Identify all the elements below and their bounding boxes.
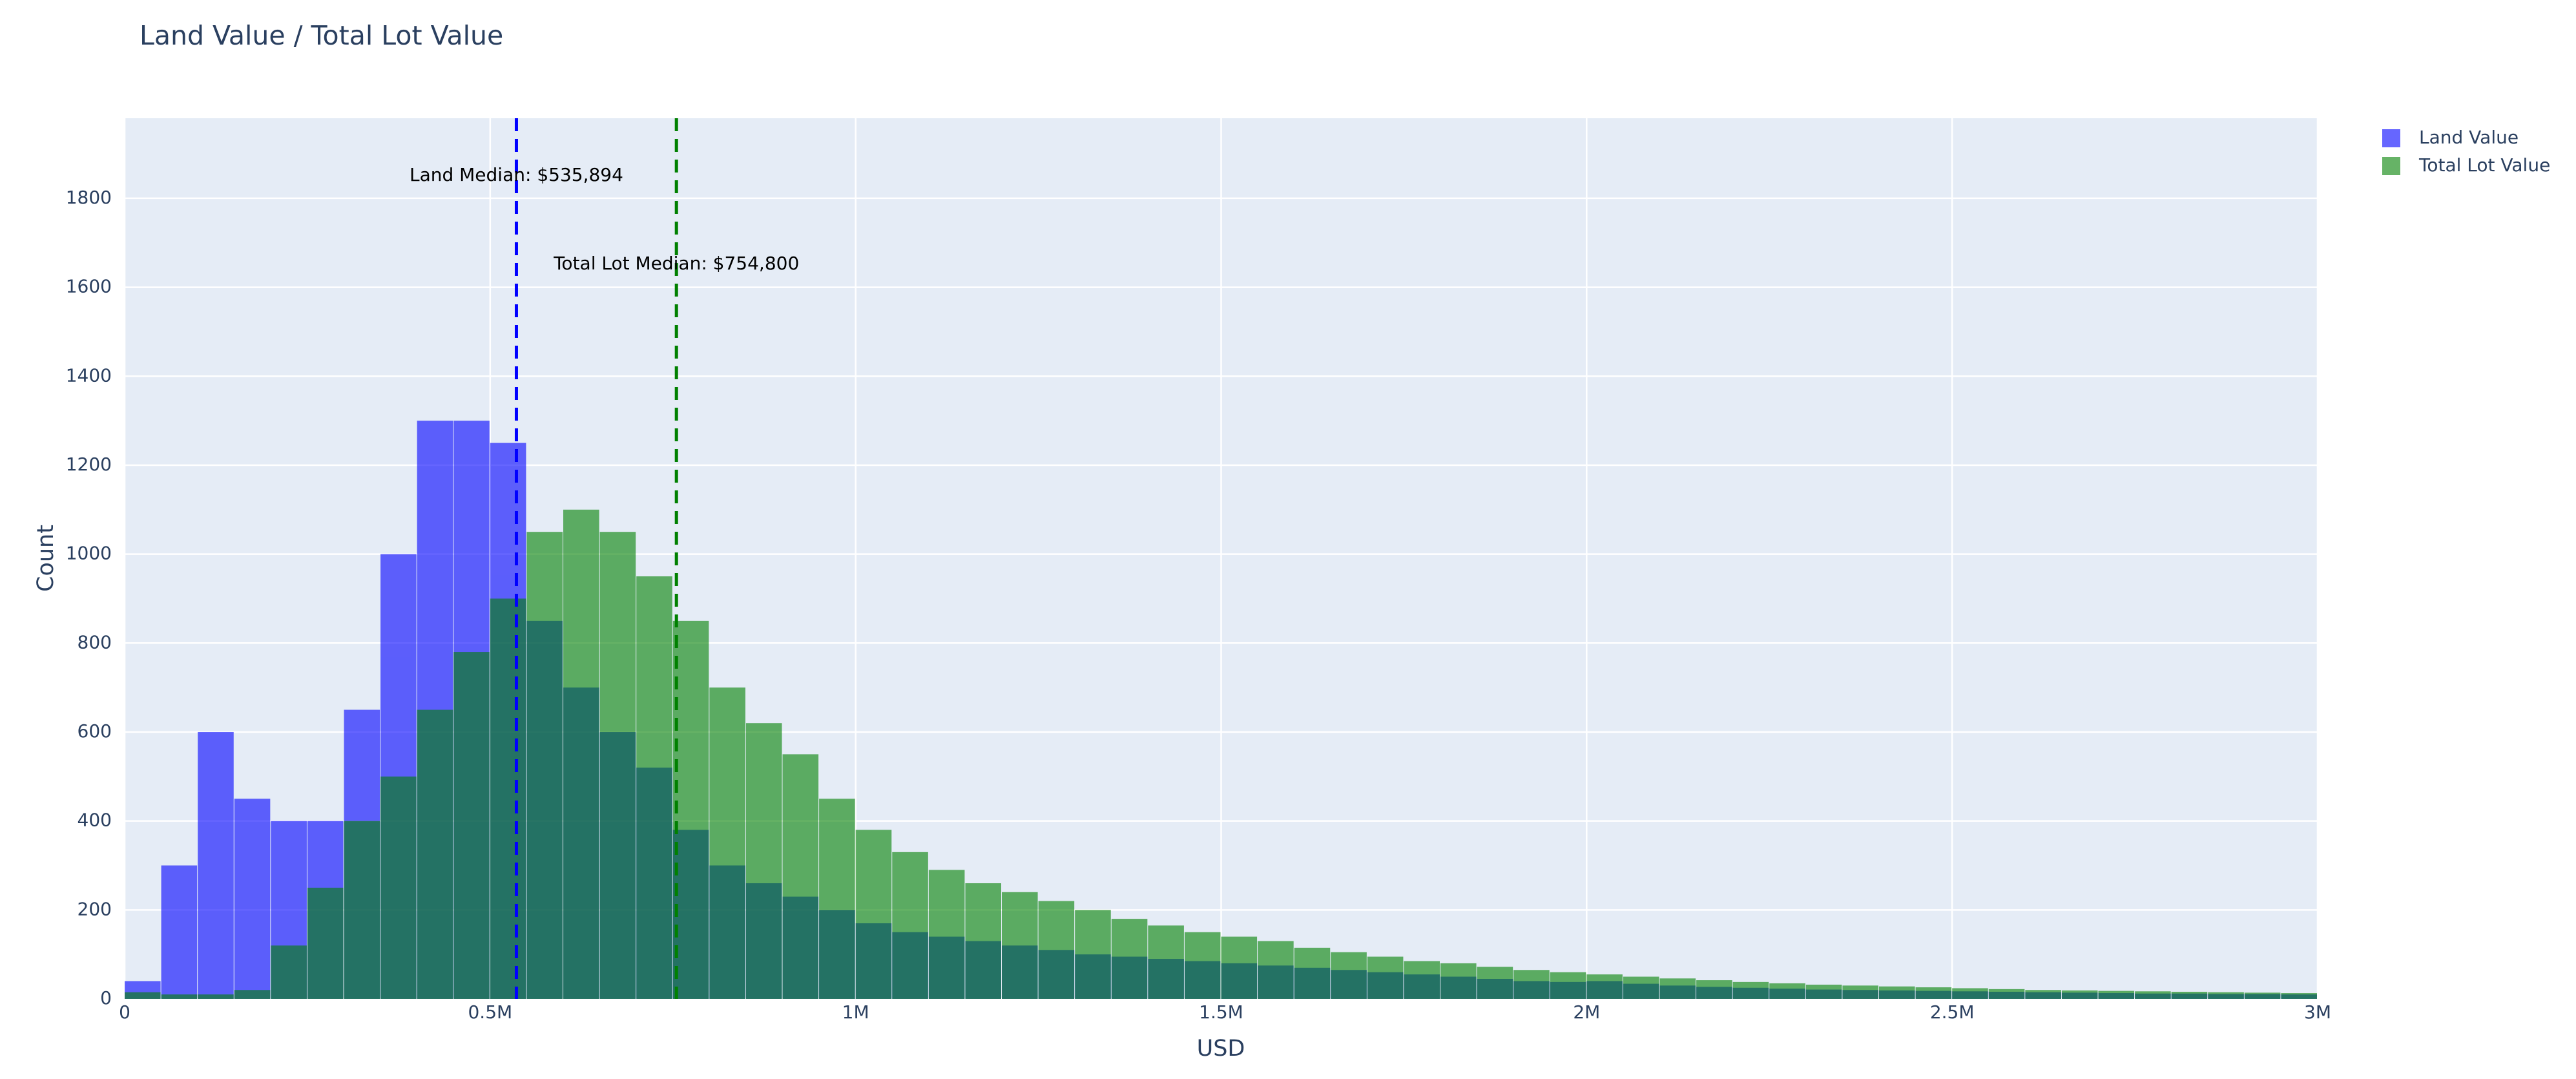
bar: [198, 994, 234, 999]
bar: [234, 990, 271, 999]
bar: [1477, 967, 1513, 999]
bar: [1440, 963, 1477, 999]
chart-title: Land Value / Total Lot Value: [140, 20, 503, 51]
legend-swatch: [2382, 157, 2400, 175]
legend-label: Total Lot Value: [2418, 154, 2550, 176]
x-tick-label: 2.5M: [1930, 1001, 1975, 1023]
bar: [1111, 919, 1148, 999]
bar: [1404, 961, 1440, 999]
y-tick-label: 800: [78, 631, 112, 653]
bar: [2025, 990, 2061, 999]
bar: [782, 754, 819, 999]
bar: [672, 620, 709, 999]
bar: [2061, 990, 2098, 999]
bar: [380, 776, 417, 999]
bar: [1038, 901, 1075, 999]
x-tick-label: 0: [119, 1001, 130, 1023]
y-tick-label: 600: [78, 720, 112, 742]
y-tick-label: 0: [100, 987, 112, 1009]
series: [125, 509, 2317, 999]
bar: [1184, 932, 1221, 999]
y-tick-label: 1600: [66, 276, 112, 297]
bar: [1952, 988, 1988, 999]
y-tick-label: 1400: [66, 364, 112, 386]
bar: [453, 652, 490, 999]
bar: [636, 576, 672, 999]
bar: [161, 994, 198, 999]
bar: [1988, 989, 2025, 999]
bar: [1075, 910, 1111, 999]
bar: [1550, 972, 1586, 999]
bar: [526, 532, 563, 999]
bar: [563, 509, 599, 999]
bar: [1586, 974, 1623, 999]
legend-swatch: [2382, 129, 2400, 147]
bar: [819, 799, 855, 999]
bar: [1367, 956, 1404, 999]
bar: [2171, 991, 2208, 999]
bar: [2281, 993, 2317, 999]
y-tick-label: 200: [78, 898, 112, 919]
bar: [2244, 992, 2281, 999]
bar: [125, 992, 161, 999]
bar: [1513, 970, 1550, 999]
bar: [1769, 983, 1805, 999]
median-label: Total Lot Median: $754,800: [553, 253, 799, 274]
bar: [855, 830, 892, 999]
bar: [1805, 984, 1842, 999]
bar: [965, 883, 1001, 999]
bar: [1148, 925, 1184, 999]
bar: [490, 598, 526, 999]
bar: [198, 731, 234, 999]
bar: [1659, 978, 1696, 999]
bar: [234, 799, 271, 999]
bar: [1331, 952, 1367, 999]
y-tick-label: 1000: [66, 543, 112, 564]
bar: [2135, 991, 2171, 999]
bar: [1221, 936, 1258, 999]
x-axis-title: USD: [1197, 1036, 1245, 1062]
y-tick-label: 1200: [66, 454, 112, 475]
bar: [1879, 986, 1915, 999]
x-tick-label: 1M: [842, 1001, 869, 1023]
bar: [2208, 992, 2244, 999]
bar: [1915, 987, 1952, 999]
bar: [417, 709, 453, 999]
y-axis-title: Count: [33, 525, 59, 592]
y-tick-label: 1800: [66, 187, 112, 208]
bar: [599, 532, 636, 999]
median-label: Land Median: $535,894: [410, 164, 623, 185]
bar: [161, 865, 198, 999]
bar: [2098, 990, 2135, 999]
bar: [1294, 947, 1331, 999]
x-tick-label: 2M: [1573, 1001, 1600, 1023]
bar: [344, 821, 380, 999]
bar: [709, 687, 745, 999]
bar: [307, 887, 344, 999]
bar: [1842, 985, 1878, 999]
bar: [1732, 981, 1769, 999]
bar: [1258, 941, 1294, 999]
x-tick-label: 0.5M: [468, 1001, 512, 1023]
bar: [271, 945, 307, 999]
x-tick-label: 1.5M: [1199, 1001, 1243, 1023]
bar: [928, 870, 965, 999]
bar: [745, 723, 782, 999]
x-tick-label: 3M: [2304, 1001, 2331, 1023]
bar: [1696, 980, 1732, 999]
legend-label: Land Value: [2419, 127, 2519, 148]
y-tick-label: 400: [78, 810, 112, 831]
bar: [1623, 976, 1659, 999]
bar: [892, 852, 928, 999]
bar: [1002, 892, 1038, 999]
